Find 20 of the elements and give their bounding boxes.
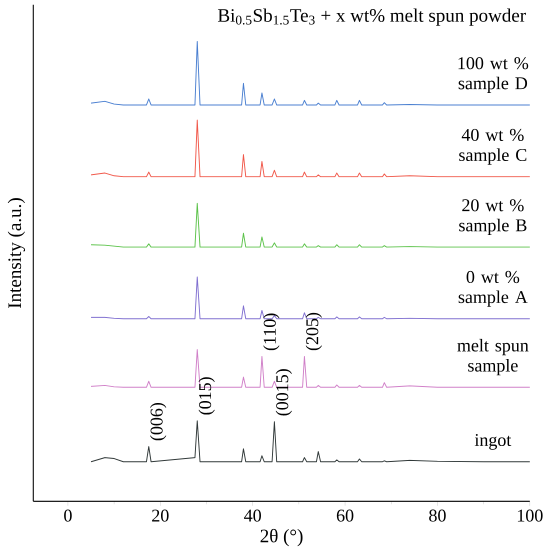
annotation: (006) [150, 402, 166, 440]
annotation: (110) [263, 314, 280, 350]
series-label: 20 wt % sample B [459, 199, 526, 236]
x-axis-title: 2θ (°) [260, 528, 303, 546]
x-tick-label: 60 [336, 510, 354, 522]
chart-title: Bi$_{0.5}$Sb$_{1.5}$Te$_{3}$ + x wt% melt spun powder [218, 8, 526, 26]
y-axis-title: Intensity (a.u.) [8, 198, 26, 308]
series-label: ingot [474, 434, 512, 450]
x-tick-label: 40 [244, 510, 261, 522]
annotation: (205) [306, 312, 322, 350]
x-tick-label: 20 [152, 510, 169, 522]
series-label: 0 wt % sample A [458, 270, 528, 307]
x-tick-label: 0 [64, 510, 72, 522]
annotation: (0015) [276, 369, 292, 416]
x-tick-label: 100 [518, 510, 543, 522]
series-label: melt spun sample [457, 338, 529, 376]
x-tick-label: 80 [429, 510, 446, 522]
series-label: 100 wt % sample D [458, 57, 528, 93]
annotation: (015) [198, 377, 215, 415]
series-label: 40 wt % sample C [459, 128, 526, 165]
